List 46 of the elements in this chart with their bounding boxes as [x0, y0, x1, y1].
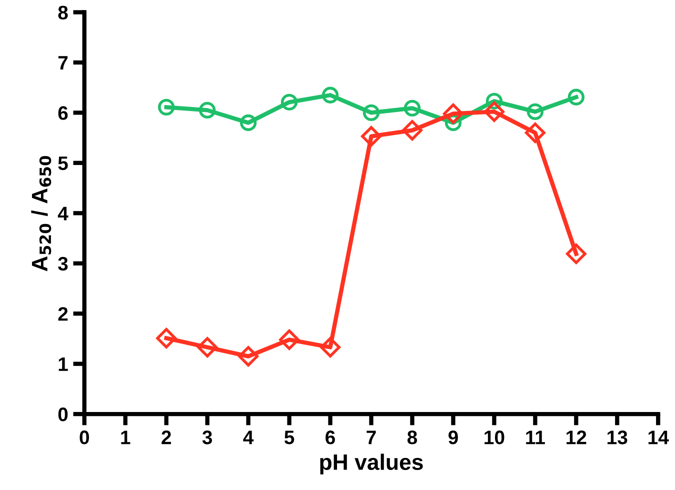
x-tick-label: 6 [326, 430, 335, 444]
x-tick-label: 9 [448, 430, 458, 444]
x-tick-label: 3 [202, 430, 212, 444]
y-axis-title: A$_{520}$ / A$_{650}$ [31, 156, 52, 272]
point [238, 346, 259, 367]
x-tick-label: 12 [566, 430, 586, 444]
x-tick-label: 0 [80, 430, 89, 444]
point [320, 337, 340, 358]
point [526, 103, 544, 120]
x-tick-label: 14 [648, 430, 669, 444]
point [198, 102, 216, 119]
x-tick-label: 11 [526, 430, 545, 444]
point [279, 329, 300, 350]
point [404, 100, 421, 117]
point [402, 120, 422, 141]
x-tick-label: 7 [366, 430, 376, 444]
point [566, 244, 586, 264]
point [156, 328, 177, 348]
y-tick-label: 3 [58, 256, 68, 271]
y-tick-label: 2 [58, 307, 68, 321]
point [280, 94, 298, 110]
point [362, 104, 380, 122]
y-tick-label: 8 [58, 6, 68, 20]
y-tick-label: 7 [58, 56, 68, 70]
point [524, 122, 546, 144]
x-axis-title: pH values [320, 454, 423, 474]
point [568, 88, 584, 106]
point [442, 103, 464, 124]
y-tick-label: 5 [58, 156, 68, 170]
x-tick-label: 8 [407, 430, 418, 444]
point [240, 114, 257, 132]
x-tick-label: 13 [608, 430, 628, 444]
point [361, 126, 382, 147]
y-tick-label: 0 [58, 408, 68, 422]
x-tick-label: 5 [284, 430, 294, 444]
point [158, 98, 175, 116]
point [322, 86, 339, 104]
x-tick-label: 4 [243, 430, 254, 444]
point [197, 337, 218, 358]
x-tick-label: 2 [162, 430, 171, 444]
x-tick-label: 10 [484, 430, 504, 444]
y-tick-label: 6 [58, 106, 68, 120]
point [484, 101, 504, 122]
y-tick-label: 1 [58, 357, 68, 371]
y-tick-label: 4 [58, 206, 68, 220]
x-tick-label: 1 [121, 430, 130, 444]
